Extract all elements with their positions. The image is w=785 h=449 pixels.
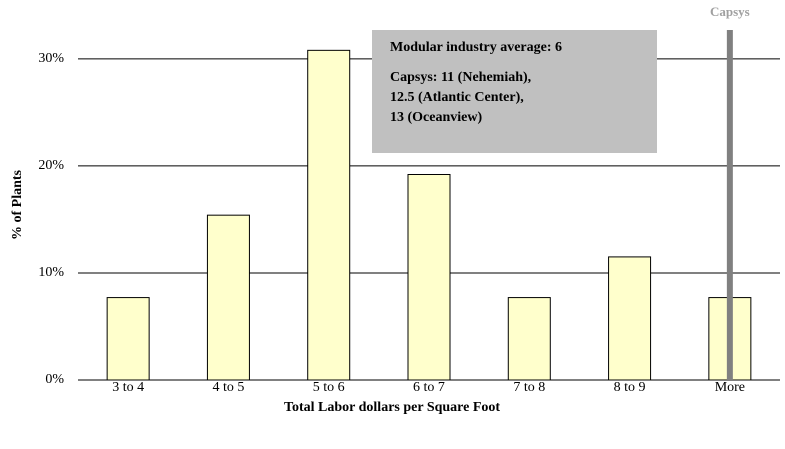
y-tick-label: 0% xyxy=(45,372,64,387)
annotation-text: 12.5 (Atlantic Center), xyxy=(390,90,524,105)
bar xyxy=(608,256,652,381)
x-tick-label: 7 to 8 xyxy=(513,380,545,395)
annotation-box xyxy=(372,30,657,153)
bar xyxy=(407,173,451,381)
y-tick-label: 30% xyxy=(38,51,64,66)
y-axis-label: % of Plants xyxy=(10,169,25,240)
x-tick-label: 6 to 7 xyxy=(413,380,445,395)
annotation-text: Modular industry average: 6 xyxy=(390,40,562,55)
y-tick-label: 20% xyxy=(38,158,64,173)
y-tick-label: 10% xyxy=(38,265,64,280)
annotation-text: Capsys: 11 (Nehemiah), xyxy=(390,70,531,85)
x-tick-label: 8 to 9 xyxy=(614,380,646,395)
x-tick-label: 5 to 6 xyxy=(313,380,345,395)
bar xyxy=(106,297,150,381)
annotation-text: 13 (Oceanview) xyxy=(390,110,482,125)
bar xyxy=(206,214,250,381)
x-axis-label: Total Labor dollars per Square Foot xyxy=(284,400,500,415)
x-tick-label: 4 to 5 xyxy=(212,380,244,395)
marker-label: Capsys xyxy=(710,4,750,19)
marker-line xyxy=(726,30,733,380)
bar xyxy=(507,297,551,381)
bar xyxy=(307,49,351,381)
x-tick-label: More xyxy=(715,380,745,395)
x-tick-label: 3 to 4 xyxy=(112,380,144,395)
